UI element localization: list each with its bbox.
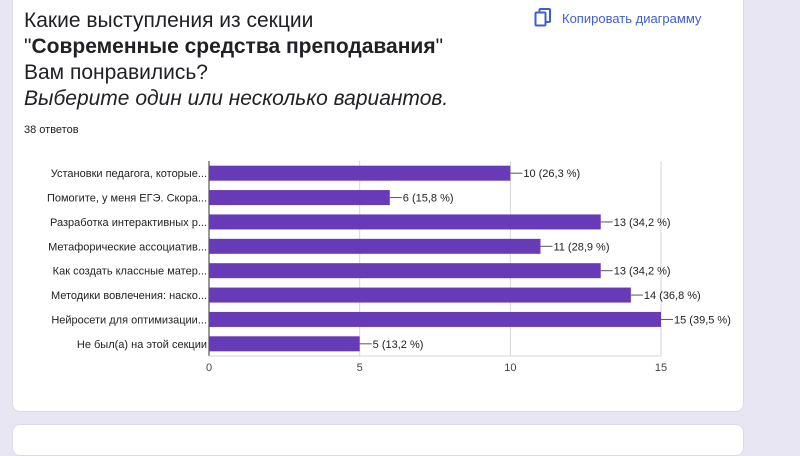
bar xyxy=(209,287,631,303)
bar xyxy=(209,165,511,181)
quote-close: " xyxy=(435,35,444,58)
x-tick-label: 0 xyxy=(206,362,212,374)
bar xyxy=(209,263,601,279)
category-label: Как создать классные матер... xyxy=(53,266,207,278)
category-label: Нейросети для оптимизации... xyxy=(51,314,207,326)
data-label: 13 (34,2 %) xyxy=(614,266,671,278)
section-name: Современные средства преподавания xyxy=(31,35,436,58)
question-line-1: Какие выступления из секции xyxy=(24,9,314,32)
bar xyxy=(209,190,390,206)
bar xyxy=(209,214,601,230)
copy-chart-button[interactable]: Копировать диаграмму xyxy=(534,6,701,30)
x-tick-label: 5 xyxy=(357,362,363,374)
bar xyxy=(209,238,541,254)
data-label: 10 (26,3 %) xyxy=(523,168,580,180)
responses-count: 38 ответов xyxy=(24,124,79,136)
question-hint-text: Выберите один или несколько вариантов. xyxy=(24,87,449,110)
bar xyxy=(209,311,661,327)
copy-chart-label: Копировать диаграмму xyxy=(562,10,702,26)
question-line-2: "Современные средства преподавания" xyxy=(24,34,514,60)
question-line-3: Вам понравились? xyxy=(24,61,208,84)
bar-chart: 0 5 10 15 Установки педагога, которые... 10 (… xyxy=(47,161,731,374)
category-label: Не был(а) на этой секции xyxy=(77,339,207,351)
data-label: 6 (15,8 %) xyxy=(403,193,454,205)
category-label: Методики вовлечения: наско... xyxy=(51,290,207,302)
category-label: Установки педагога, которые... xyxy=(51,168,207,180)
quote-open: " xyxy=(24,35,32,58)
data-label: 15 (39,5 %) xyxy=(674,314,731,326)
category-label: Разработка интерактивных р... xyxy=(50,217,207,229)
data-label: 14 (36,8 %) xyxy=(644,290,701,302)
data-label: 5 (13,2 %) xyxy=(373,339,424,351)
x-tick-label: 10 xyxy=(504,362,516,374)
question-hint: Выберите один или несколько вариантов. xyxy=(24,86,514,112)
x-tick-label: 15 xyxy=(655,362,667,374)
data-label: 11 (28,9 %) xyxy=(553,241,609,253)
copy-icon xyxy=(534,8,552,28)
category-label: Помогите, у меня ЕГЭ. Скора... xyxy=(47,193,207,205)
data-label: 13 (34,2 %) xyxy=(614,217,671,229)
bar xyxy=(209,336,360,352)
question-card xyxy=(12,0,744,412)
question-title: Какие выступления из секции "Современные… xyxy=(24,8,514,112)
category-label: Метафорические ассоциатив... xyxy=(48,241,207,253)
